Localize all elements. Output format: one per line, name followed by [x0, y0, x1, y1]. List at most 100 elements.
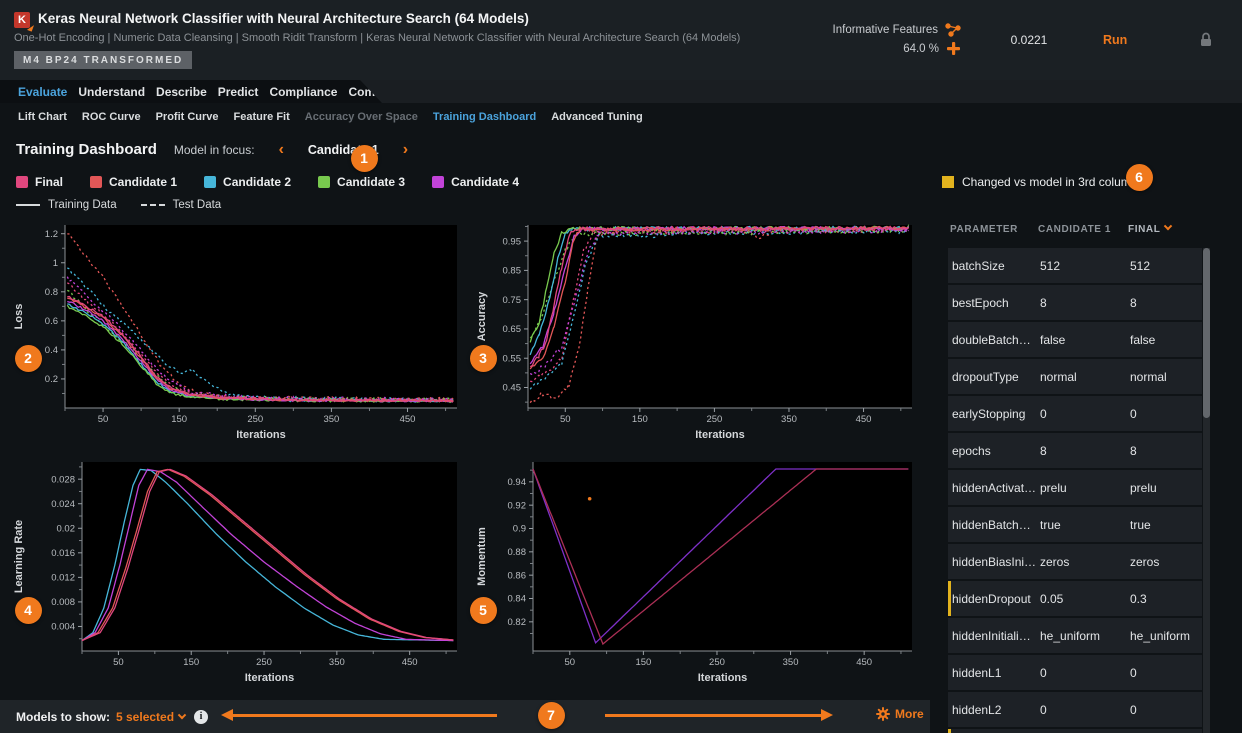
- lock-icon[interactable]: [1198, 31, 1214, 48]
- run-button[interactable]: Run: [1103, 33, 1128, 47]
- more-button[interactable]: More: [876, 707, 924, 721]
- svg-text:0.95: 0.95: [503, 236, 522, 247]
- learning-rate-chart[interactable]: 50 150 250 350 450 0.004 0.008 0.012 0.016 0.02 0.…: [10, 455, 460, 698]
- svg-text:0.02: 0.02: [57, 523, 76, 534]
- candidate3-color-swatch: [318, 176, 331, 188]
- svg-text:Loss: Loss: [13, 304, 25, 330]
- tab-compliance[interactable]: Compliance: [269, 84, 338, 99]
- main-tab-strip: Evaluate Understand Describe Predict Com…: [0, 80, 1242, 103]
- candidate1-value: normal: [1040, 369, 1077, 384]
- metric-value: 0.0221: [1010, 33, 1048, 47]
- candidate1-value: true: [1040, 517, 1061, 532]
- accuracy-chart[interactable]: 50 150 250 350 450 0.45 0.55 0.65 0.75 0.85 0.95 It…: [473, 218, 915, 448]
- legend-item-candidate-1[interactable]: Candidate 1: [90, 175, 177, 189]
- svg-text:0.75: 0.75: [503, 295, 522, 306]
- subtab-lift-chart[interactable]: Lift Chart: [18, 110, 67, 123]
- svg-text:50: 50: [565, 657, 576, 668]
- svg-text:Iterations: Iterations: [695, 429, 745, 441]
- final-value: 512: [1130, 258, 1151, 273]
- chart-canvas: 50 150 250 350 450 0.45 0.55 0.65 0.75 0.85 0.95 It…: [476, 224, 912, 441]
- svg-text:0.45: 0.45: [503, 383, 522, 394]
- dashed-line-sample: [140, 204, 165, 206]
- previous-model-button[interactable]: ‹: [278, 140, 284, 158]
- parameter-table-header: PARAMETER CANDIDATE 1 FINAL: [948, 220, 1205, 242]
- tab-describe[interactable]: Describe: [156, 84, 207, 99]
- param-name: hiddenInitiali…: [952, 628, 1031, 643]
- svg-text:0.88: 0.88: [508, 547, 527, 558]
- param-name: hiddenDropout: [952, 591, 1031, 606]
- test-data-legend: Test Data: [140, 199, 221, 211]
- models-to-show-label: Models to show:: [16, 709, 110, 724]
- guide-step-1: 1: [350, 144, 378, 172]
- svg-text:350: 350: [329, 657, 345, 668]
- tab-comments[interactable]: Comments: [348, 84, 411, 99]
- svg-text:Momentum: Momentum: [476, 527, 488, 586]
- column-candidate-1[interactable]: CANDIDATE 1: [1038, 224, 1112, 235]
- training-data-legend: Training Data: [16, 199, 117, 211]
- plus-icon[interactable]: [946, 41, 961, 56]
- svg-text:1.2: 1.2: [45, 229, 58, 240]
- table-row: hiddenActivat… prelu prelu: [948, 470, 1202, 505]
- tab-understand[interactable]: Understand: [78, 84, 146, 99]
- candidate1-value: zeros: [1040, 554, 1070, 569]
- svg-text:1: 1: [53, 258, 58, 269]
- svg-text:0.012: 0.012: [51, 573, 75, 584]
- svg-text:150: 150: [632, 414, 648, 425]
- subtab-feature-fit[interactable]: Feature Fit: [233, 110, 290, 123]
- chart-canvas: 50 150 250 350 450 0.004 0.008 0.012 0.016 0.02 0.…: [13, 462, 457, 684]
- svg-text:0.8: 0.8: [45, 287, 58, 298]
- gear-icon: [876, 707, 890, 721]
- svg-text:0.86: 0.86: [508, 570, 527, 581]
- candidate1-value: 0: [1040, 665, 1047, 680]
- column-final[interactable]: FINAL: [1128, 221, 1173, 235]
- final-value: normal: [1130, 369, 1167, 384]
- svg-text:0.94: 0.94: [508, 477, 527, 488]
- subtab-accuracy-over-space[interactable]: Accuracy Over Space: [304, 110, 418, 123]
- guide-step-4: 4: [14, 596, 42, 624]
- evaluate-subtabs: Lift Chart ROC Curve Profit Curve Featur…: [0, 103, 1242, 130]
- legend-item-candidate-4[interactable]: Candidate 4: [432, 175, 519, 189]
- svg-text:0.9: 0.9: [513, 524, 526, 535]
- svg-text:0.004: 0.004: [51, 622, 75, 633]
- table-row: hiddenDropout 0.05 0.3: [948, 581, 1202, 616]
- subtab-training-dashboard[interactable]: Training Dashboard: [432, 110, 537, 123]
- candidate1-value: prelu: [1040, 480, 1067, 495]
- momentum-chart[interactable]: 50 150 250 350 450 0.82 0.84 0.86 0.88 0.9 0.92 0.9…: [473, 455, 915, 698]
- param-name: hiddenL2: [952, 702, 1002, 717]
- subtab-profit-curve[interactable]: Profit Curve: [155, 110, 219, 123]
- param-name: hiddenL1: [952, 665, 1002, 680]
- legend-label: Final: [35, 175, 64, 189]
- final-color-swatch: [16, 176, 28, 188]
- final-value: 0: [1130, 406, 1137, 421]
- final-value: 8: [1130, 295, 1137, 310]
- subtab-roc-curve[interactable]: ROC Curve: [81, 110, 141, 123]
- subtab-advanced-tuning[interactable]: Advanced Tuning: [551, 110, 643, 123]
- svg-text:50: 50: [98, 414, 109, 425]
- candidate2-color-swatch: [204, 176, 217, 188]
- legend-item-candidate-3[interactable]: Candidate 3: [318, 175, 405, 189]
- svg-text:0.016: 0.016: [51, 548, 75, 559]
- legend-item-candidate-2[interactable]: Candidate 2: [204, 175, 291, 189]
- tab-evaluate[interactable]: Evaluate: [18, 84, 68, 99]
- page-title: Training Dashboard: [16, 141, 157, 158]
- legend-item-final[interactable]: Final: [16, 175, 63, 189]
- svg-text:250: 250: [256, 657, 272, 668]
- param-name: batchSize: [952, 258, 1005, 273]
- table-row: doubleBatch… false false: [948, 322, 1202, 357]
- candidate4-color-swatch: [432, 176, 445, 188]
- svg-text:450: 450: [856, 657, 872, 668]
- next-model-button[interactable]: ›: [402, 140, 409, 158]
- info-icon[interactable]: i: [194, 709, 209, 724]
- feature-percent-value: 64.0 %: [903, 42, 939, 55]
- svg-text:250: 250: [706, 414, 722, 425]
- loss-chart[interactable]: 50 150 250 350 450 0.2 0.4 0.6 0.8 1 1.2 Iterations…: [10, 218, 460, 448]
- tab-predict[interactable]: Predict: [217, 84, 259, 99]
- chart-canvas: 50 150 250 350 450 0.2 0.4 0.6 0.8 1 1.2 Iterations…: [13, 225, 457, 441]
- table-row: dropoutType normal normal: [948, 359, 1202, 394]
- table-scrollbar[interactable]: [1203, 248, 1210, 418]
- svg-text:0.92: 0.92: [508, 500, 527, 511]
- feature-graph-icon[interactable]: [945, 23, 961, 37]
- guide-step-7: 7: [537, 701, 565, 729]
- models-to-show-select[interactable]: 5 selected: [116, 710, 187, 724]
